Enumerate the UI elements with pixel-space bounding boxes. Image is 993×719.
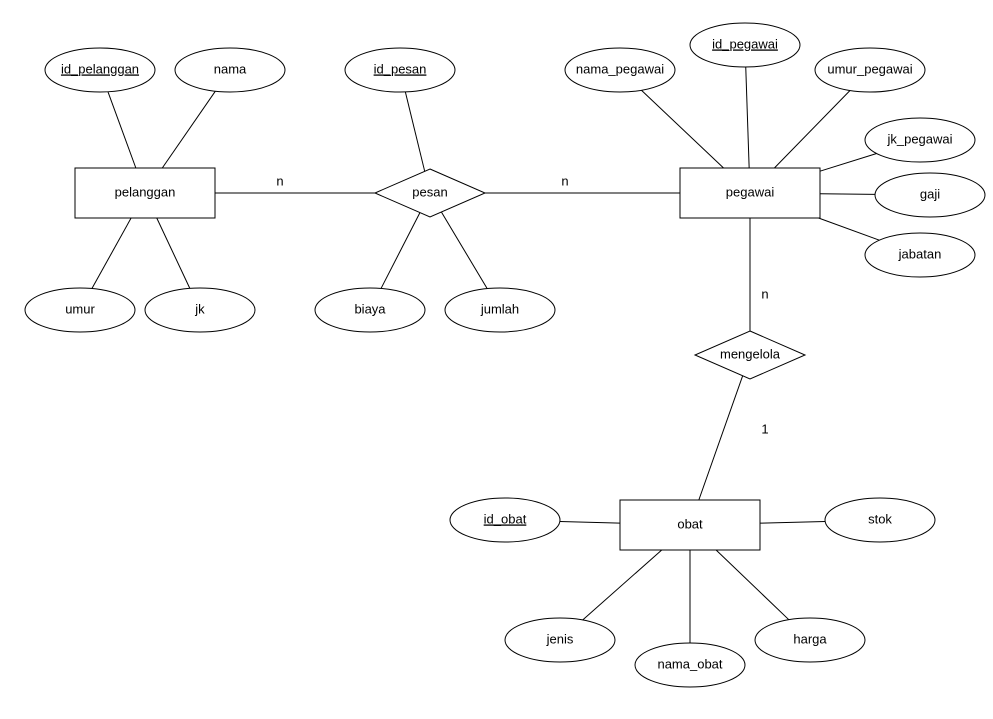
attribute-label-jk: jk [194, 301, 205, 316]
attribute-label-gaji: gaji [920, 186, 940, 201]
attr-edge-umur [92, 218, 131, 289]
cardinality-pelanggan-pesan: n [276, 173, 283, 188]
attr-edge-jenis [583, 550, 662, 620]
attr-edge-harga [716, 550, 789, 620]
entity-label-pelanggan: pelanggan [115, 184, 176, 199]
attribute-label-nama_obat: nama_obat [657, 656, 722, 671]
cardinality-pesan-pegawai: n [561, 173, 568, 188]
attr-edge-id_pegawai [746, 67, 749, 168]
attribute-label-umur: umur [65, 301, 95, 316]
attr-edge-nama [162, 91, 215, 168]
attribute-label-biaya: biaya [354, 301, 386, 316]
attribute-label-jumlah: jumlah [480, 301, 519, 316]
attribute-label-harga: harga [793, 631, 827, 646]
attribute-label-id_obat: id_obat [484, 511, 527, 526]
attr-edge-nama_pegawai [641, 90, 723, 168]
attr-edge-id_pelanggan [108, 92, 136, 168]
attribute-label-umur_pegawai: umur_pegawai [827, 61, 912, 76]
nodes-layer: pelanggan pegawai obat pesan mengelola id_pel… [25, 23, 985, 687]
cardinality-mengelola-obat: 1 [761, 421, 768, 436]
attribute-label-jk_pegawai: jk_pegawai [886, 131, 952, 146]
attr-edge-jumlah [441, 212, 487, 289]
attr-edge-jk_pegawai [820, 154, 877, 172]
attr-edge-stok [760, 521, 825, 523]
attribute-label-nama_pegawai: nama_pegawai [576, 61, 664, 76]
relationship-label-pesan: pesan [412, 184, 447, 199]
attr-edge-umur_pegawai [774, 90, 850, 168]
attr-edge-id_obat [560, 521, 620, 523]
entity-label-pegawai: pegawai [726, 184, 775, 199]
attribute-label-id_pesan: id_pesan [374, 61, 427, 76]
cardinality-pegawai-mengelola: n [761, 286, 768, 301]
attr-edge-jk [157, 218, 190, 288]
attr-edge-jabatan [819, 218, 880, 240]
relationship-label-mengelola: mengelola [720, 346, 781, 361]
entity-label-obat: obat [677, 516, 703, 531]
attr-edge-biaya [381, 213, 420, 289]
attribute-label-id_pegawai: id_pegawai [712, 36, 778, 51]
rel-edge-mengelola-obat [699, 376, 743, 500]
attribute-label-stok: stok [868, 511, 892, 526]
attribute-label-id_pelanggan: id_pelanggan [61, 61, 139, 76]
attribute-label-jenis: jenis [546, 631, 574, 646]
attribute-label-nama: nama [214, 61, 247, 76]
attr-edge-id_pesan [405, 92, 424, 171]
attribute-label-jabatan: jabatan [898, 246, 942, 261]
attr-edge-gaji [820, 194, 875, 195]
